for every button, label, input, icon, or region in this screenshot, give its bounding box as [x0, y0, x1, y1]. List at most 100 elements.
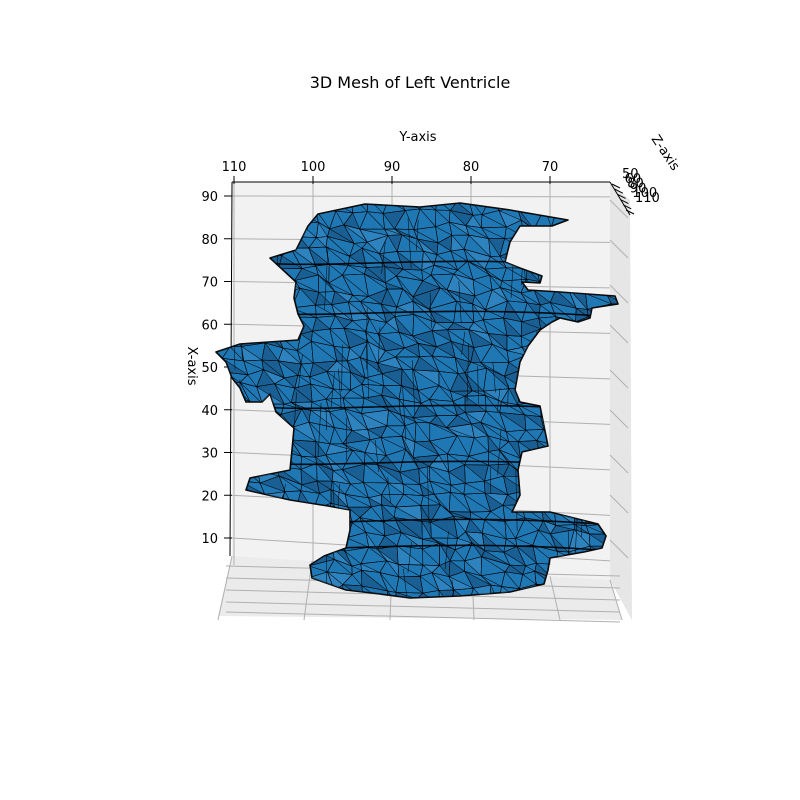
- mesh-highlight-facet: [361, 413, 387, 430]
- mesh-edge: [216, 510, 230, 527]
- mesh-shadow-facet: [300, 288, 319, 306]
- mesh-shadow-facet: [256, 369, 275, 387]
- z-axis-line: [609, 181, 631, 216]
- mesh-edge: [477, 365, 479, 405]
- mesh-shadow-facet: [377, 545, 399, 565]
- mesh-shadow-facet: [378, 334, 405, 351]
- x-tick-label: 60: [201, 318, 218, 333]
- mesh-shadow-facet: [438, 235, 452, 252]
- mesh-shadow-facet: [509, 565, 526, 575]
- side-gridline: [609, 239, 629, 259]
- mesh-shadow-facet: [465, 518, 483, 534]
- z-tick-mark: [625, 209, 635, 215]
- mesh-highlight-facet: [316, 236, 328, 247]
- mesh-shadow-facet: [527, 302, 541, 319]
- mesh-shadow-facet: [256, 383, 285, 405]
- mesh-edge: [567, 529, 570, 559]
- mesh-shadow-facet: [329, 224, 355, 244]
- mesh-highlight-facet: [432, 322, 448, 331]
- mesh-shadow-facet: [383, 522, 402, 536]
- y-axis-label: Y-axis: [398, 130, 436, 145]
- mesh-shadow-facet: [413, 455, 439, 467]
- mesh-shadow-facet: [216, 253, 233, 262]
- mesh-highlight-facet: [465, 215, 482, 228]
- mesh-edge: [402, 384, 407, 441]
- mesh-shadow-facet: [342, 430, 371, 444]
- mesh-highlight-facet: [506, 347, 527, 356]
- mesh-edge: [216, 576, 225, 593]
- mesh-highlight-facet: [216, 293, 229, 311]
- mesh-highlight-facet: [347, 348, 361, 361]
- mesh-highlight-facet: [464, 556, 482, 576]
- side-gridline: [609, 409, 629, 429]
- mesh-edge: [492, 361, 496, 393]
- mesh-edge: [216, 209, 230, 223]
- mesh-edge: [407, 541, 412, 573]
- mesh-highlight-facet: [367, 341, 386, 364]
- y-tick-label: 100: [301, 160, 326, 175]
- mesh-shadow-facet: [342, 464, 365, 483]
- mesh-edge: [325, 407, 327, 431]
- mesh-shadow-facet: [260, 475, 286, 492]
- mesh-shadow-facet: [534, 290, 551, 306]
- mesh-highlight-facet: [359, 229, 388, 243]
- mesh-highlight-facet: [327, 571, 353, 585]
- mesh-highlight-facet: [334, 291, 353, 302]
- mesh-highlight-facet: [216, 550, 231, 559]
- mesh-highlight-facet: [446, 423, 475, 438]
- side-gridline: [609, 199, 629, 219]
- mesh-shadow-facet: [278, 360, 302, 376]
- mesh-edge: [429, 292, 432, 328]
- mesh-shadow-facet: [309, 362, 327, 377]
- mesh-shadow-facet: [284, 375, 298, 389]
- mesh-edge: [507, 384, 509, 408]
- mesh-edge: [444, 531, 449, 570]
- mesh-edge: [458, 281, 462, 323]
- mesh-shadow-facet: [472, 543, 485, 557]
- mesh-edge: [377, 327, 381, 373]
- mesh-shadow-facet: [308, 247, 330, 267]
- mesh-shadow-facet: [416, 593, 440, 598]
- mesh-shadow-facet: [381, 385, 399, 400]
- mesh-highlight-facet: [325, 443, 353, 455]
- mesh-shadow-facet: [294, 383, 313, 402]
- mesh-edge: [341, 344, 343, 392]
- mesh-shadow-facet: [413, 457, 430, 469]
- mesh-highlight-facet: [468, 322, 488, 334]
- mesh-shadow-facet: [468, 329, 493, 348]
- mesh-seam: [249, 404, 601, 411]
- z-tick-label: 60: [625, 172, 642, 187]
- mesh-shadow-facet: [439, 560, 450, 577]
- z-tick-mark: [617, 193, 626, 199]
- mesh-shadow-facet: [488, 463, 510, 477]
- mesh-shadow-facet: [317, 480, 331, 494]
- mesh-highlight-facet: [484, 493, 508, 506]
- mesh-shadow-facet: [335, 315, 353, 329]
- mesh-highlight-facet: [465, 411, 487, 423]
- mesh-shadow-facet: [216, 464, 232, 482]
- mesh-edge: [497, 429, 502, 476]
- mesh-edge: [292, 392, 297, 449]
- mesh-edge: [365, 308, 368, 370]
- mesh-edge: [330, 372, 335, 407]
- mesh-shadow-facet: [377, 363, 403, 374]
- mesh-edge: [416, 220, 419, 251]
- mesh-highlight-facet: [216, 209, 222, 223]
- mesh-shadow-facet: [447, 322, 469, 330]
- z-tick-label: 110: [635, 191, 660, 206]
- mesh-highlight-facet: [367, 235, 388, 254]
- z-tick-mark: [620, 199, 629, 205]
- side-pane: [610, 182, 632, 620]
- mesh-edge: [216, 558, 225, 581]
- mesh-edge: [366, 334, 369, 399]
- mesh-shadow-facet: [315, 292, 332, 306]
- x-tick-label: 80: [201, 233, 218, 248]
- mesh-highlight-facet: [485, 290, 508, 310]
- mesh-shadow-facet: [331, 291, 349, 305]
- mesh-highlight-facet: [292, 422, 316, 442]
- mesh-edge: [461, 331, 466, 355]
- mesh-shadow-facet: [450, 203, 473, 216]
- mesh-highlight-facet: [361, 410, 389, 426]
- mesh-shadow-facet: [503, 546, 526, 566]
